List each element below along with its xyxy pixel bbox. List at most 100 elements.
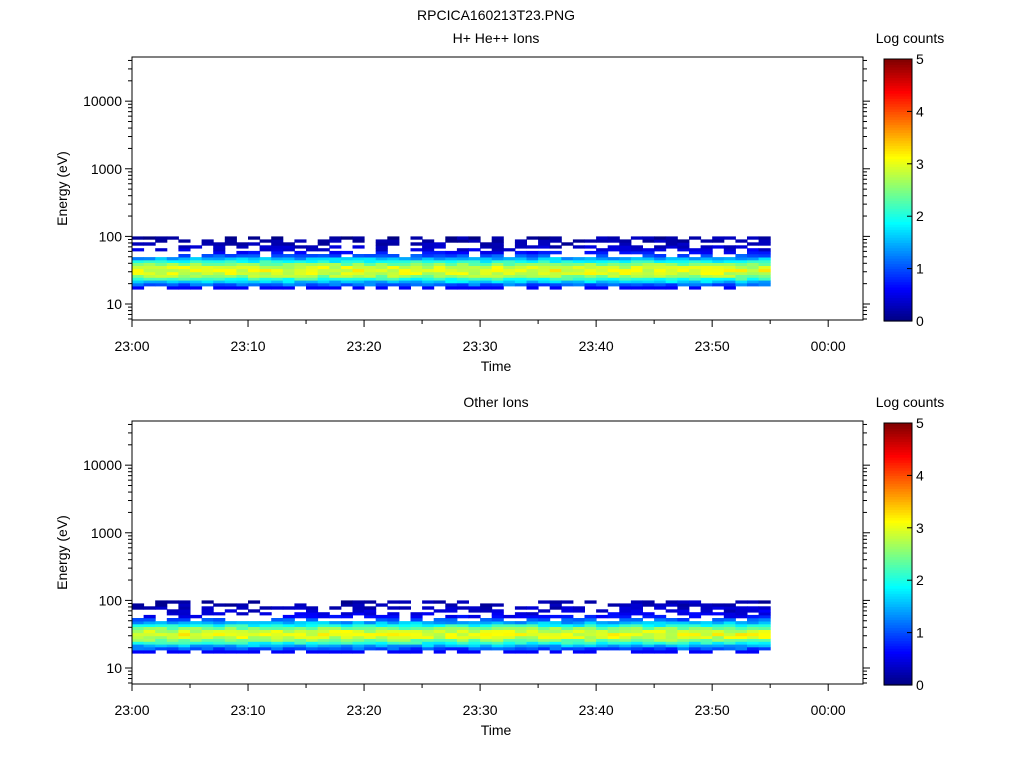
spectrogram-cell xyxy=(224,609,237,613)
spectrogram-cell xyxy=(422,623,435,627)
colorbar-segment xyxy=(884,572,912,576)
spectrogram-cell xyxy=(306,262,319,266)
spectrogram-cell xyxy=(572,609,585,613)
colorbar-segment xyxy=(884,653,912,657)
spectrogram-cell xyxy=(422,621,435,625)
colorbar-segment xyxy=(884,590,912,594)
spectrogram-cell xyxy=(700,271,713,275)
spectrogram-cell xyxy=(758,254,771,258)
spectrogram-cell xyxy=(607,621,620,625)
spectrogram-cell xyxy=(433,257,446,261)
spectrogram-cell xyxy=(584,638,597,642)
spectrogram-cell xyxy=(758,632,771,637)
spectrogram-cell xyxy=(352,621,365,625)
spectrogram-cell xyxy=(422,612,435,616)
spectrogram-cell xyxy=(282,623,295,627)
spectrogram-cell xyxy=(491,638,504,642)
spectrogram-cell xyxy=(132,257,145,261)
colorbar-segment xyxy=(884,200,912,204)
spectrogram-cell xyxy=(445,265,458,270)
spectrogram-cell xyxy=(410,635,423,639)
spectrogram-cell xyxy=(155,248,168,252)
spectrogram-cell xyxy=(248,609,261,613)
spectrogram-cell xyxy=(468,257,481,261)
spectrogram-cell xyxy=(561,609,574,613)
spectrogram-cell xyxy=(689,271,702,275)
spectrogram-cell xyxy=(642,236,655,240)
colorbar-segment xyxy=(884,603,912,607)
spectrogram-cell xyxy=(201,277,214,281)
colorbar-label: Log counts xyxy=(876,394,945,410)
spectrogram-cell xyxy=(735,277,748,281)
spectrogram-cell xyxy=(549,621,562,625)
spectrogram-cell xyxy=(491,618,504,622)
spectrogram-cell xyxy=(689,635,702,639)
spectrogram-cell xyxy=(596,250,609,255)
spectrogram-cell xyxy=(387,632,400,637)
colorbar-segment xyxy=(884,247,912,251)
spectrogram-cell xyxy=(468,286,481,290)
colorbar-segment xyxy=(884,530,912,534)
spectrogram-cell xyxy=(561,618,574,622)
spectrogram-cell xyxy=(747,259,760,263)
spectrogram-cell xyxy=(700,265,713,270)
spectrogram-cell xyxy=(561,647,574,651)
spectrogram-cell xyxy=(700,626,713,630)
spectrogram-cell xyxy=(503,271,516,275)
spectrogram-cell xyxy=(665,618,678,622)
colorbar-segment xyxy=(884,216,912,220)
spectrogram-cell xyxy=(596,280,609,284)
spectrogram-cell xyxy=(712,626,725,630)
spectrogram-cell xyxy=(306,614,319,619)
spectrogram-cell xyxy=(596,254,609,258)
spectrogram-cell xyxy=(271,623,284,627)
spectrogram-cell xyxy=(514,265,527,270)
spectrogram-cell xyxy=(630,647,643,651)
spectrogram-cell xyxy=(317,262,330,266)
colorbar-segment xyxy=(884,593,912,597)
spectrogram-cell xyxy=(178,647,191,651)
spectrogram-cell xyxy=(306,254,319,258)
spectrogram-cell xyxy=(526,612,539,616)
spectrogram-cell xyxy=(352,254,365,258)
spectrogram-cell xyxy=(642,268,655,273)
spectrogram-cell xyxy=(665,638,678,642)
spectrogram-cell xyxy=(700,635,713,639)
colorbar-tick-label: 4 xyxy=(916,467,924,483)
spectrogram-cell xyxy=(364,612,377,616)
spectrogram-cell xyxy=(329,236,342,240)
spectrogram-cell xyxy=(224,242,237,246)
spectrogram-cell xyxy=(619,612,632,616)
colorbar-segment xyxy=(884,577,912,581)
spectrogram-cell xyxy=(387,257,400,261)
spectrogram-cell xyxy=(422,635,435,639)
spectrogram-cell xyxy=(213,286,226,290)
spectrogram-cell xyxy=(364,265,377,270)
spectrogram-cell xyxy=(317,242,330,246)
spectrogram-cell xyxy=(352,245,365,249)
spectrogram-cell xyxy=(480,245,493,249)
spectrogram-cell xyxy=(166,262,179,266)
spectrogram-cell xyxy=(271,245,284,249)
spectrogram-cell xyxy=(317,629,330,634)
spectrogram-cell xyxy=(584,262,597,266)
spectrogram-cell xyxy=(201,280,214,284)
spectrogram-cell xyxy=(549,623,562,627)
colorbar-segment xyxy=(884,556,912,560)
spectrogram-cell xyxy=(480,286,493,290)
spectrogram-cell xyxy=(619,242,632,246)
spectrogram-cell xyxy=(190,271,203,275)
spectrogram-cell xyxy=(155,644,168,648)
spectrogram-cell xyxy=(619,280,632,284)
spectrogram-cell xyxy=(491,603,504,607)
spectrogram-cell xyxy=(132,632,145,637)
spectrogram-cell xyxy=(712,629,725,634)
spectrogram-cell xyxy=(294,280,307,284)
spectrogram-cell xyxy=(607,271,620,275)
spectrogram-cell xyxy=(248,254,261,258)
spectrogram-cell xyxy=(236,641,249,645)
spectrogram-cell xyxy=(549,606,562,610)
spectrogram-cell xyxy=(549,274,562,278)
spectrogram-cell xyxy=(747,644,760,648)
